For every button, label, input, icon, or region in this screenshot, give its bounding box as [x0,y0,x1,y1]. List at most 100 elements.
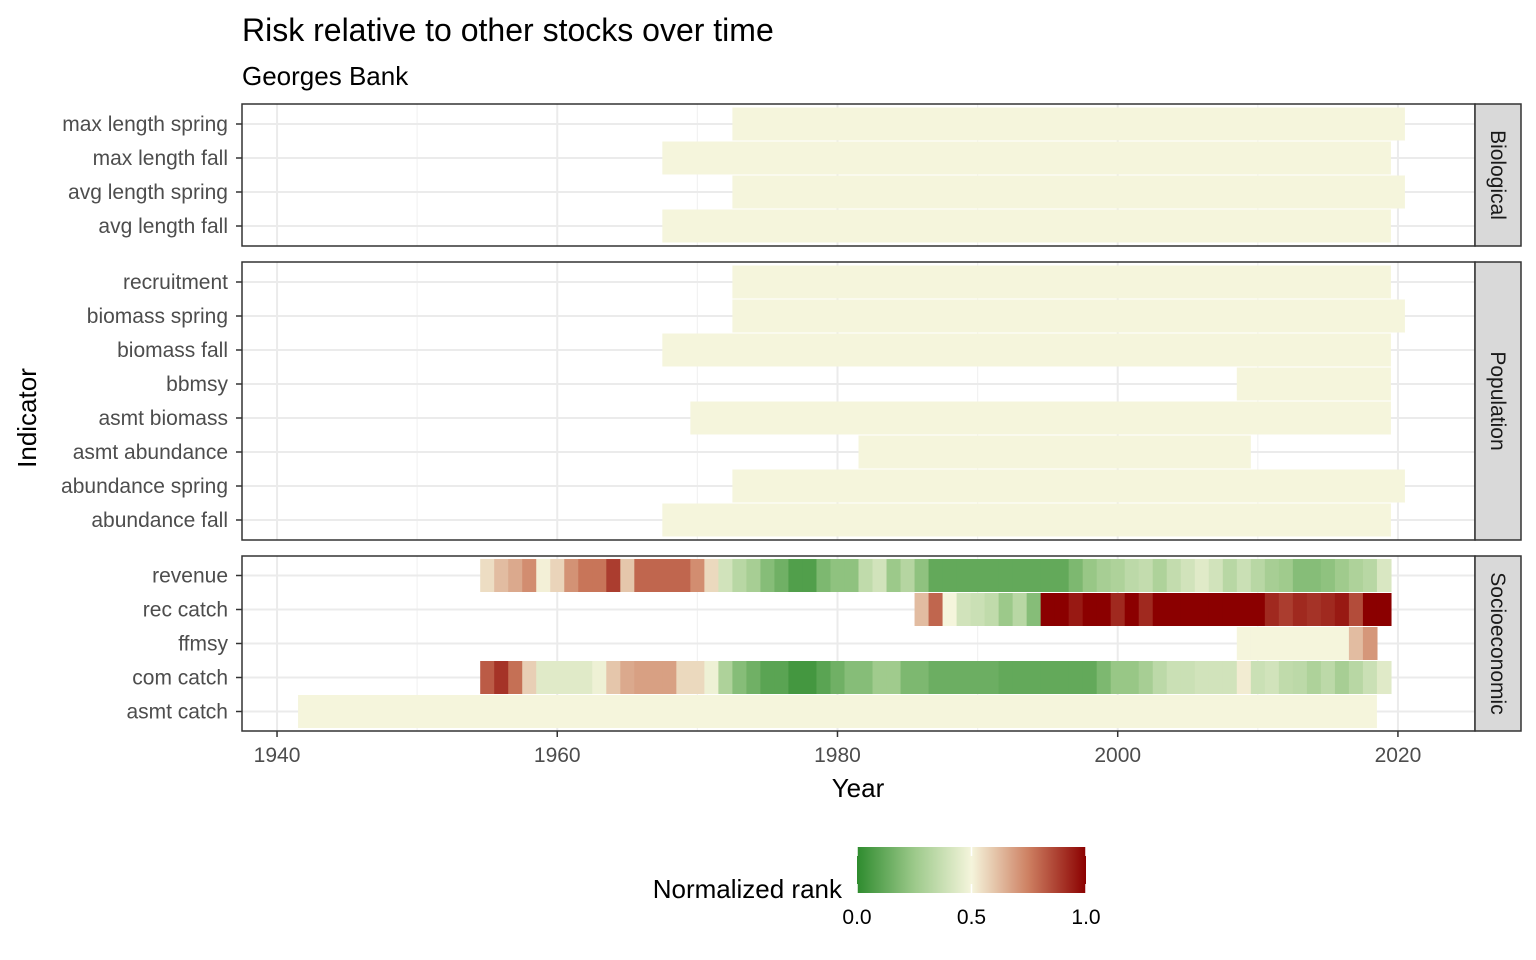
tile-revenue [1138,559,1154,592]
tile-com-catch [802,661,818,694]
facet-strip [1474,261,1522,541]
tile-revenue [634,559,649,592]
panels-group: max length spring max length fall avg leng… [61,103,1522,732]
tile-rec-catch [1012,593,1028,626]
tile-revenue [1096,559,1112,592]
tile-com-catch [1166,661,1182,694]
y-tick-label: asmt abundance [73,441,228,464]
tile-ffmsy [1250,627,1266,660]
tile-com-catch [536,661,551,694]
facet-strip [1474,103,1522,247]
tile-revenue [1208,559,1224,592]
tile-revenue [1334,559,1350,592]
tile-revenue [1250,559,1266,592]
tile-revenue [1082,559,1098,592]
tile-ffmsy [1320,627,1336,660]
tile-ffmsy [1348,627,1364,660]
panel-biological: max length spring max length fall avg leng… [62,103,1522,247]
tile-com-catch [634,661,649,694]
tile-rec-catch [1222,593,1238,626]
y-tick-label: abundance spring [61,475,228,498]
tile-revenue [956,559,972,592]
legend-title: Normalized rank [653,874,843,904]
tile-revenue [1166,559,1182,592]
tile-com-catch [564,661,579,694]
tile-com-catch [998,661,1014,694]
panel-population: recruitment biomass spring biomass fall bbm… [61,261,1522,541]
tile-biomass-fall [662,333,1391,367]
tile-com-catch [494,661,509,694]
tile-com-catch [1096,661,1112,694]
tile-rec-catch [1054,593,1070,626]
tile-rec-catch [1152,593,1168,626]
tile-revenue [606,559,621,592]
tile-revenue [480,559,495,592]
tile-revenue [816,559,832,592]
tile-revenue [1376,559,1392,592]
tile-max-length-spring [732,107,1405,141]
tile-com-catch [1026,661,1042,694]
tile-com-catch [1054,661,1070,694]
tile-com-catch [1208,661,1224,694]
y-tick-label: max length fall [93,147,228,170]
tile-rec-catch [914,593,930,626]
tile-revenue [690,559,705,592]
tile-com-catch [1306,661,1322,694]
tile-ffmsy [1236,627,1252,660]
legend-tick-label: 0.5 [957,906,986,929]
y-tick-label: avg length spring [68,181,228,204]
tile-com-catch [1194,661,1210,694]
tile-rec-catch [998,593,1014,626]
y-tick-label: max length spring [62,113,228,136]
tile-com-catch [1362,661,1378,694]
tile-asmt-biomass [690,401,1391,435]
legend: Normalized rank 0.0 0.5 1.0 [653,847,1101,929]
tile-rec-catch [1306,593,1322,626]
tile-rec-catch [1348,593,1364,626]
y-tick-label: com catch [132,667,228,690]
tile-rec-catch [1124,593,1140,626]
y-tick-label: biomass spring [87,305,228,328]
tile-biomass-spring [732,299,1405,333]
y-tick-label: revenue [152,565,228,588]
tile-revenue [718,559,733,592]
tile-rec-catch [1264,593,1280,626]
tile-com-catch [1110,661,1126,694]
x-tick-label: 1940 [254,744,301,767]
tile-rec-catch [928,593,944,626]
tile-revenue [1026,559,1042,592]
tile-revenue [704,559,719,592]
tile-revenue [564,559,579,592]
tile-rec-catch [1250,593,1266,626]
tile-rec-catch [1320,593,1336,626]
panel-socioeconomic: revenue rec catch ffmsy com catch asmt catch… [126,555,1522,732]
tile-com-catch [620,661,635,694]
tile-rec-catch [1026,593,1042,626]
tile-revenue [1110,559,1126,592]
tile-revenue [732,559,748,592]
tile-revenue [844,559,860,592]
tile-revenue [1152,559,1168,592]
tile-revenue [662,559,677,592]
tile-rec-catch [1362,593,1378,626]
tile-revenue [1320,559,1336,592]
tile-com-catch [1320,661,1336,694]
tile-com-catch [858,661,874,694]
tile-revenue [1306,559,1322,592]
tile-rec-catch [1236,593,1252,626]
tile-com-catch [1236,661,1252,694]
tile-revenue [620,559,635,592]
y-tick-label: abundance fall [91,509,228,532]
tile-com-catch [760,661,776,694]
tile-ffmsy [1306,627,1322,660]
tile-com-catch [774,661,790,694]
tile-revenue [1222,559,1238,592]
tile-revenue [1124,559,1140,592]
tile-rec-catch [1292,593,1308,626]
tile-com-catch [508,661,523,694]
tile-rec-catch [1068,593,1084,626]
tile-revenue [648,559,663,592]
tile-com-catch [662,661,677,694]
legend-tick-label: 1.0 [1071,906,1100,929]
tile-rec-catch [956,593,972,626]
